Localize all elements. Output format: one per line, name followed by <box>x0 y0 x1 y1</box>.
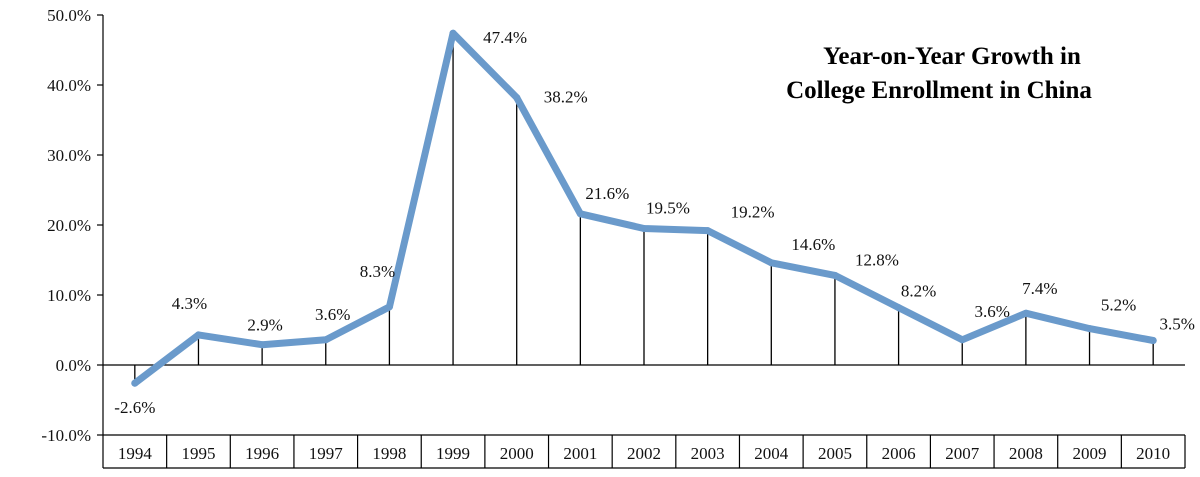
y-tick-label: 10.0% <box>47 286 91 305</box>
x-category-label: 1999 <box>436 444 470 463</box>
data-label: 38.2% <box>544 88 588 107</box>
x-category-label: 1997 <box>309 444 344 463</box>
x-category-label: 2009 <box>1073 444 1107 463</box>
data-label: 3.6% <box>315 305 350 324</box>
x-category-label: 2005 <box>818 444 852 463</box>
data-label: 4.3% <box>172 294 207 313</box>
y-tick-label: 30.0% <box>47 146 91 165</box>
data-label: -2.6% <box>114 398 155 417</box>
data-point <box>831 271 839 279</box>
data-label: 8.3% <box>360 262 395 281</box>
y-tick-label: 40.0% <box>47 76 91 95</box>
data-label: 47.4% <box>483 28 527 47</box>
x-category-label: 1996 <box>245 444 279 463</box>
drop-lines <box>134 33 1154 384</box>
data-label: 19.5% <box>646 199 690 218</box>
x-category-label: 1994 <box>118 444 153 463</box>
data-label: 3.5% <box>1159 315 1194 334</box>
data-point <box>513 94 521 102</box>
data-label: 19.2% <box>731 203 775 222</box>
x-category-label: 2003 <box>691 444 725 463</box>
data-point <box>194 331 202 339</box>
data-label: 8.2% <box>901 282 936 301</box>
data-label: 2.9% <box>247 316 282 335</box>
data-point <box>576 210 584 218</box>
x-category-label: 2006 <box>882 444 916 463</box>
data-label: 7.4% <box>1022 279 1057 298</box>
series-layer <box>131 29 1157 387</box>
x-category-label: 2008 <box>1009 444 1043 463</box>
data-point <box>258 341 266 349</box>
data-point <box>1022 309 1030 317</box>
chart-axes: -10.0% 0.0% 10.0% 20.0% 30.0% 40.0% 50.0% 1994 1… <box>41 6 1186 469</box>
data-label: 14.6% <box>791 235 835 254</box>
data-label: 21.6% <box>585 184 629 203</box>
chart-title-line-1: Year-on-Year Growth in <box>823 43 1081 70</box>
data-label: 5.2% <box>1101 296 1136 315</box>
y-tick-label: 0.0% <box>56 356 91 375</box>
data-point <box>704 227 712 235</box>
y-tick-label: 20.0% <box>47 216 91 235</box>
data-point <box>767 259 775 267</box>
data-point <box>640 225 648 232</box>
data-point <box>958 336 966 344</box>
data-label: 12.8% <box>855 250 899 269</box>
x-category-label: 1998 <box>372 444 406 463</box>
data-labels: -2.6% 4.3% 2.9% 3.6% 8.3% 47.4% 38.2% 21.6% 19.5… <box>114 28 1195 417</box>
x-category-label: 2010 <box>1136 444 1170 463</box>
data-point <box>449 29 457 37</box>
data-point <box>322 336 330 344</box>
chart-title-line-2: College Enrollment in China <box>786 77 1092 104</box>
x-category-label: 2001 <box>563 444 597 463</box>
x-category-label: 2007 <box>945 444 980 463</box>
y-tick-label: 50.0% <box>47 6 91 25</box>
x-category-label: 1995 <box>181 444 215 463</box>
x-category-label: 2002 <box>627 444 661 463</box>
data-point <box>1149 337 1157 344</box>
data-label: 3.6% <box>975 302 1010 321</box>
x-category-label: 2004 <box>754 444 789 463</box>
y-tick-label: -10.0% <box>41 426 91 445</box>
x-category-label: 2000 <box>500 444 534 463</box>
data-point <box>895 304 903 312</box>
data-point <box>1086 325 1094 333</box>
data-point <box>131 379 139 387</box>
data-point <box>385 303 393 311</box>
